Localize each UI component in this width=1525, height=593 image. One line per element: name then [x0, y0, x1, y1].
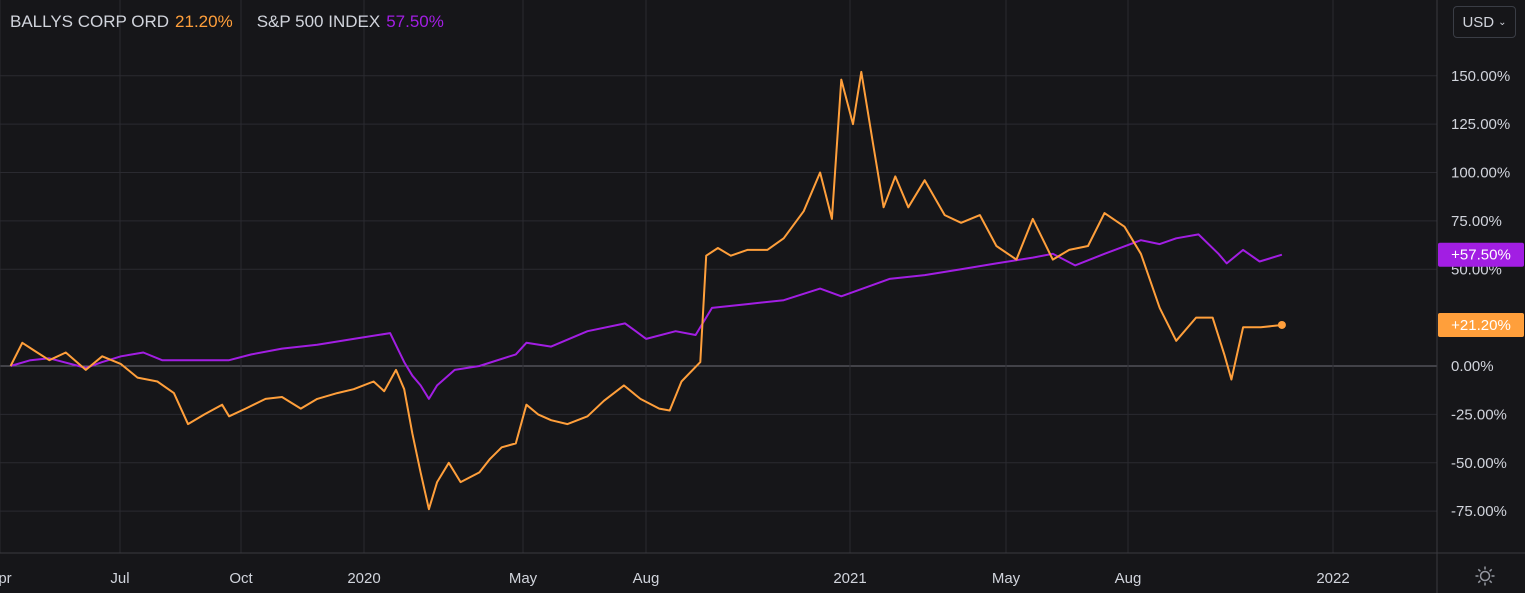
x-tick-label: 2022 — [1316, 570, 1349, 587]
last-value-label-sp500: +57.50% — [1451, 247, 1511, 264]
x-tick-label: Aug — [633, 570, 660, 587]
series-line-bally — [9, 70, 1283, 511]
gear-icon — [1475, 566, 1495, 586]
settings-button[interactable] — [1474, 565, 1496, 587]
legend-series-value-sp500: 57.50% — [386, 12, 444, 31]
x-tick-label: Apr — [0, 570, 12, 587]
legend-series-name-sp500: S&P 500 INDEX — [256, 12, 381, 31]
series-end-marker — [1277, 320, 1286, 329]
legend-series-name-bally: BALLYS CORP ORD — [10, 12, 170, 31]
chevron-down-icon: ⌄ — [1498, 16, 1507, 28]
chart-legend: BALLYS CORP ORD 21.20% S&P 500 INDEX 57.… — [10, 12, 444, 32]
series-line-sp500 — [10, 233, 1283, 400]
y-tick-label: -50.00% — [1451, 455, 1507, 472]
x-tick-label: 2021 — [833, 570, 866, 587]
y-tick-label: -25.00% — [1451, 406, 1507, 423]
x-tick-label: May — [992, 570, 1021, 587]
y-tick-label: 125.00% — [1451, 116, 1510, 133]
y-tick-label: -75.00% — [1451, 503, 1507, 520]
last-value-label-bally: +21.20% — [1451, 317, 1511, 334]
last-value-badge-sp500 — [1438, 242, 1524, 267]
x-tick-label: Aug — [1115, 570, 1142, 587]
y-tick-label: 75.00% — [1451, 213, 1502, 230]
x-tick-label: May — [509, 570, 538, 587]
y-tick-label: 100.00% — [1451, 165, 1510, 182]
currency-label: USD — [1462, 13, 1495, 31]
x-tick-label: Jul — [110, 570, 129, 587]
x-tick-label: Oct — [229, 570, 253, 587]
last-value-badge-bally — [1438, 312, 1524, 337]
y-tick-label: 150.00% — [1451, 68, 1510, 85]
y-tick-label: 0.00% — [1451, 358, 1494, 375]
x-tick-label: 2020 — [347, 570, 380, 587]
legend-series-value-bally: 21.20% — [175, 12, 233, 31]
currency-dropdown[interactable]: USD ⌄ — [1453, 6, 1516, 38]
